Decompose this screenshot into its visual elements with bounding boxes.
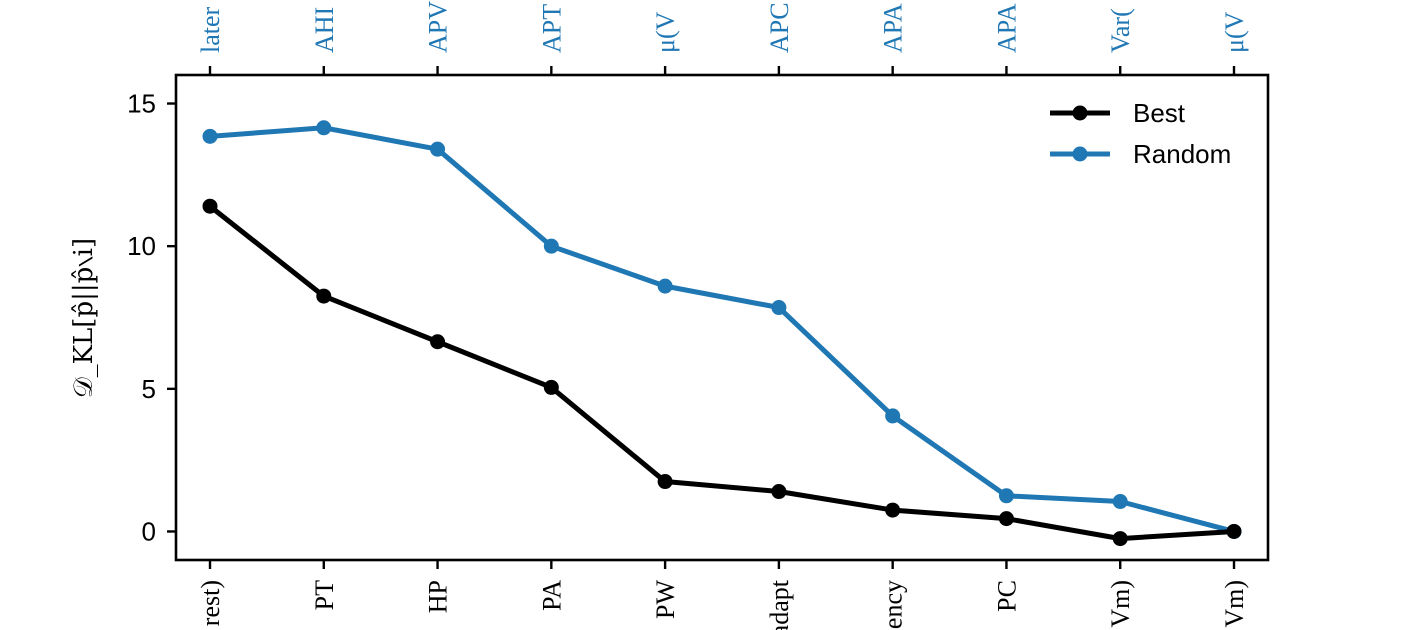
bottom-tick-label: Vm) [1220,580,1249,628]
top-tick-label: APT [537,4,566,53]
series-best-point [543,379,559,395]
top-tick-label: Var( [1106,8,1135,53]
top-tick-label: APV [424,1,453,53]
legend-item-random: Random [1050,139,1231,169]
series-random-point [998,488,1014,504]
series-random-point [885,408,901,424]
series-best-point [1226,523,1242,539]
top-tick-label: AHI [310,7,339,53]
series-random-point [657,278,673,294]
bottom-tick-label: PA [537,580,566,611]
y-tick-label: 5 [142,374,156,404]
legend-label: Best [1133,98,1186,128]
plot-frame [174,73,1270,562]
legend-marker [1072,146,1088,162]
top-tick-marks [208,66,1236,75]
series-random-point [316,120,332,136]
legend-marker [1072,105,1088,121]
y-axis-label: 𝒟_KL[p̂||p̂∖i] [69,238,99,398]
bottom-tick-marks [208,560,1236,569]
series-random-line [207,125,1237,534]
legend: Best Random [1050,98,1231,169]
series-best-point [885,502,901,518]
series-best-point [771,484,787,500]
series-random-point [430,141,446,157]
series-best [202,198,1242,547]
y-axis: 0 5 10 15 [127,89,176,546]
y-tick-label: 10 [127,231,156,261]
bottom-tick-label: rest) [196,580,225,626]
top-tick-label: APA [992,3,1021,53]
top-tick-label: APC [765,2,794,53]
top-tick-label: μ(V [651,11,680,53]
series-best-point [657,474,673,490]
bottom-tick-label: PT [310,580,339,610]
bottom-tick-labels: rest) PT HP PA PW adapt ency PC Vm) Vm) [196,579,1249,630]
legend-label: Random [1133,139,1231,169]
top-tick-label: APA [879,3,908,53]
y-tick-label: 15 [127,89,156,119]
series-best-point [430,334,446,350]
top-tick-labels: later AHI APV APT μ(V APC APA APA Var( μ(V [196,1,1249,53]
bottom-tick-label: HP [424,580,453,613]
bottom-tick-label: adapt [765,579,794,630]
series-best-point [202,198,218,214]
series-random-point [543,238,559,254]
series-random-point [202,128,218,144]
series-random-point [1112,494,1128,510]
series-random-point [771,300,787,316]
series-best-line [207,203,1237,542]
bottom-tick-label: PW [651,580,680,619]
series-best-point [1112,531,1128,547]
bottom-tick-label: Vm) [1106,580,1135,628]
bottom-tick-label: ency [879,580,908,629]
y-tick-label: 0 [142,516,156,546]
series-random [202,120,1242,539]
legend-item-best: Best [1050,98,1186,128]
plot-area [202,120,1242,547]
top-tick-label: later [196,6,225,53]
bottom-tick-label: PC [992,580,1021,612]
top-tick-label: μ(V [1220,11,1249,53]
series-best-point [316,288,332,304]
series-best-point [998,511,1014,527]
